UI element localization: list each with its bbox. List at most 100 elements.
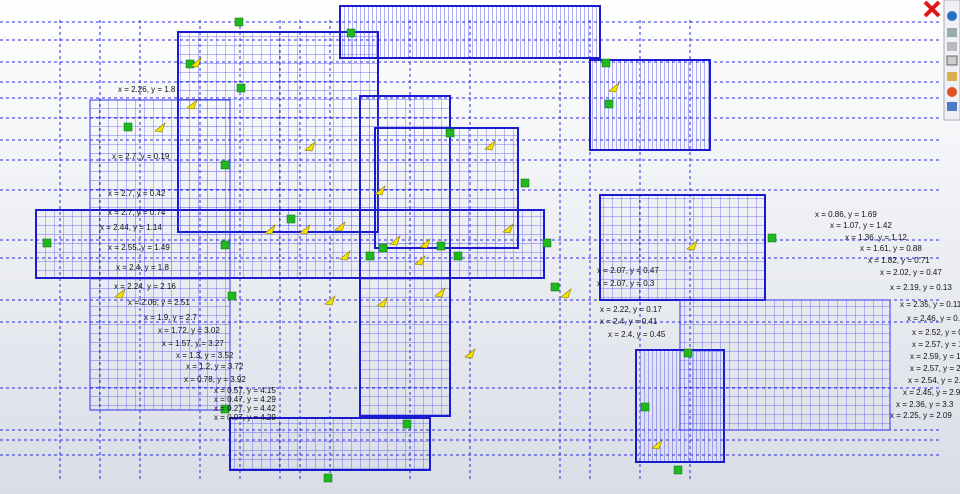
relation-icon: [453, 251, 463, 261]
dimension-label: x = 0.86, y = 1.69: [815, 210, 877, 219]
dimension-label: x = 2.59, y = 1.76: [910, 352, 960, 361]
relation-icon: [402, 419, 412, 429]
dimension-label: x = 2.4, y = 1.8: [116, 263, 169, 272]
dimension-label: x = 2.19, y = 0.13: [890, 283, 952, 292]
point-marker: [186, 99, 198, 110]
sketch-rect: [599, 194, 766, 301]
relation-icon: [236, 83, 246, 93]
tool-icon[interactable]: [947, 42, 957, 51]
relation-icon: [220, 240, 230, 250]
dimension-label: x = 1.36, y = 1.12: [845, 233, 907, 242]
point-marker: [376, 297, 388, 308]
relation-icon: [683, 348, 693, 358]
relation-icon: [601, 58, 611, 68]
dimension-label: x = 2.45, y = 2.91: [903, 388, 960, 397]
relation-icon: [542, 238, 552, 248]
dimension-label: x = 2.57, y = 2.16: [910, 364, 960, 373]
relation-icon: [220, 160, 230, 170]
sketch-rect: [339, 5, 601, 59]
tool-icon[interactable]: [947, 102, 957, 111]
dimension-label: x = 1.07, y = 1.42: [830, 221, 892, 230]
sketch-rect: [229, 417, 431, 471]
relation-icon: [445, 128, 455, 138]
point-marker: [686, 240, 698, 251]
dimension-label: x = 1.82, y = 0.71: [868, 256, 930, 265]
dimension-label: x = 1.2, y = 3.72: [186, 362, 244, 371]
relations: [42, 17, 777, 483]
dimension-label: x = 2.25, y = 2.09: [890, 411, 952, 420]
dimension-label: x = 2.35, y = 0.11: [900, 300, 960, 309]
relation-icon: [378, 243, 388, 253]
relation-icon: [436, 241, 446, 251]
point-marker: [389, 235, 401, 246]
point-marker: [324, 295, 336, 306]
relation-icon: [220, 404, 230, 414]
sketch-rect: [679, 299, 891, 431]
dimension-label: x = 2.55, y = 1.49: [108, 243, 170, 252]
relation-icon: [286, 214, 296, 224]
dimension-label: x = 0.78, y = 3.92: [184, 375, 246, 384]
point-marker: [190, 57, 202, 68]
dimension-label: x = 2.7, y = 0.19: [112, 152, 170, 161]
dimension-label: x = 1.61, y = 0.88: [860, 244, 922, 253]
dimension-label: x = 2.26, y = 1.8: [118, 85, 176, 94]
point-marker: [374, 185, 386, 196]
point-marker: [560, 288, 572, 299]
relation-icon: [604, 99, 614, 109]
dimension-label: x = 0.07, y = 4.29: [214, 413, 276, 422]
relation-icon: [227, 291, 237, 301]
dimension-label: x = 2.46, y = 0.54: [907, 314, 960, 323]
relation-icon: [767, 233, 777, 243]
point-marker: [304, 141, 316, 152]
sketch-rectangles: [35, 5, 891, 471]
point-marker: [264, 224, 276, 235]
point-marker: [414, 255, 426, 266]
sketch-rect: [374, 127, 519, 249]
relation-icon: [123, 122, 133, 132]
dimension-label: x = 2.22, y = 0.17: [600, 305, 662, 314]
point-marker: [334, 221, 346, 232]
close-button[interactable]: [923, 0, 941, 18]
dimension-label: x = 1.9, y = 2.7: [144, 313, 197, 322]
point-marker: [419, 238, 431, 249]
dimension-label: x = 2.4, y = 0.41: [600, 317, 658, 326]
point-marker: [502, 223, 514, 234]
relation-icon: [640, 402, 650, 412]
dimension-label: x = 2.06, y = 2.51: [128, 298, 190, 307]
dimension-label: x = 0.27, y = 4.42: [214, 404, 276, 413]
dimension-label: x = 1.3, y = 3.52: [176, 351, 234, 360]
dimension-label: x = 2.7, y = 0.42: [108, 189, 166, 198]
dimension-labels: x = 2.26, y = 1.8 x = 2.7, y = 0.19 x = 2.…: [100, 85, 960, 422]
tool-icon[interactable]: [947, 72, 957, 81]
dimension-label: x = 2.24, y = 2.16: [114, 282, 176, 291]
dimension-label: x = 2.44, y = 1.14: [100, 223, 162, 232]
dimension-label: x = 2.07, y = 0.47: [597, 266, 659, 275]
relation-icon: [234, 17, 244, 27]
point-marker: [484, 140, 496, 151]
dimension-label: x = 1.57, y = 3.27: [162, 339, 224, 348]
point-marker: [339, 250, 351, 261]
point-marker: [434, 287, 446, 298]
point-marker: [114, 288, 126, 299]
relation-icon: [550, 282, 560, 292]
point-marker: [464, 348, 476, 359]
relation-icon: [323, 473, 333, 483]
dimension-label: x = 2.7, y = 0.74: [108, 208, 166, 217]
relation-icon: [42, 238, 52, 248]
toolbar: [923, 0, 960, 121]
point-marker: [608, 82, 620, 93]
tool-icon[interactable]: [946, 55, 958, 66]
tool-icon[interactable]: [947, 28, 957, 37]
point-marker: [154, 122, 166, 133]
relation-icon: [520, 178, 530, 188]
tool-icon[interactable]: [947, 11, 957, 21]
tool-icon[interactable]: [947, 87, 957, 97]
relation-icon: [346, 28, 356, 38]
point-marker: [651, 439, 663, 450]
point-marker: [299, 224, 311, 235]
dimension-label: x = 2.36, y = 3.3: [896, 400, 954, 409]
dimension-label: x = 2.54, y = 2.5: [908, 376, 960, 385]
dimension-label: x = 0.57, y = 4.15: [214, 386, 276, 395]
sketch-rect: [89, 99, 231, 411]
